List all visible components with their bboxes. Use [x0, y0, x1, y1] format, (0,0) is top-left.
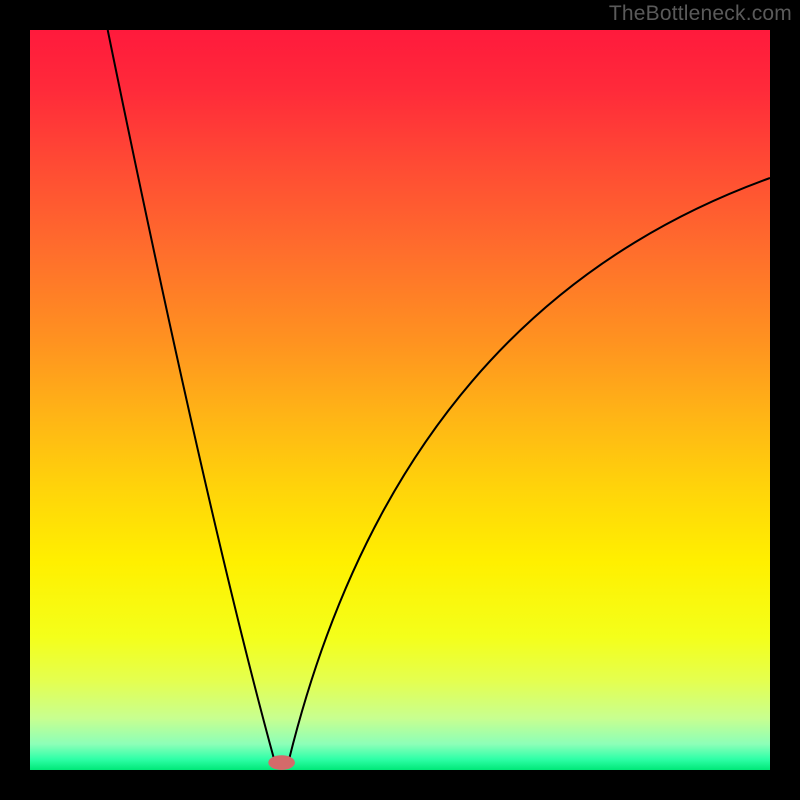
plot-area — [30, 30, 770, 770]
chart-container: TheBottleneck.com — [0, 0, 800, 800]
curve-svg — [30, 30, 770, 770]
watermark-text: TheBottleneck.com — [609, 2, 792, 26]
min-marker — [268, 755, 295, 770]
v-curve — [108, 30, 770, 760]
